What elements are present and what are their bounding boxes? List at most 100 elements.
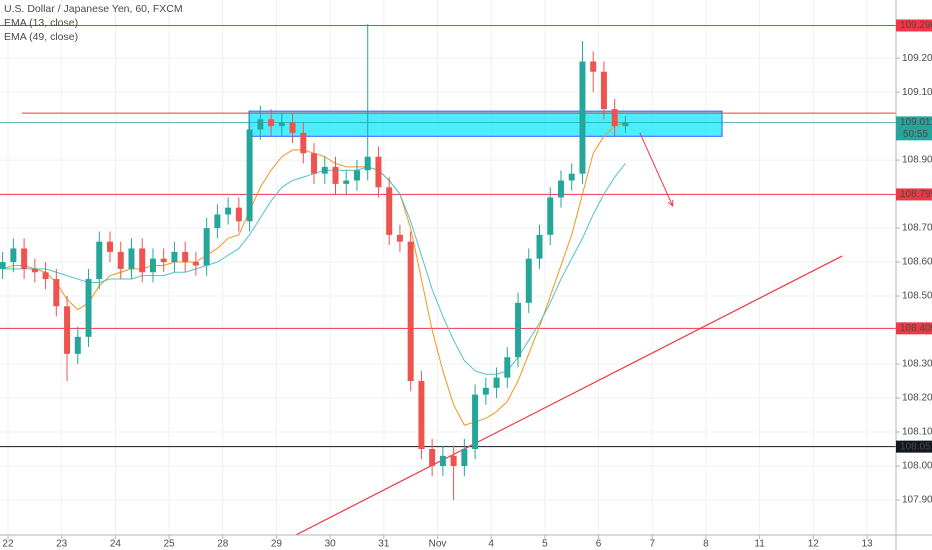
level-label: 108.405 [900, 323, 932, 334]
candle-body [311, 153, 318, 174]
candle-body [74, 336, 81, 354]
candle-body [332, 166, 339, 184]
candle-body [450, 455, 457, 467]
candle-body [10, 248, 17, 263]
candle-body [42, 272, 49, 280]
candle-body [547, 197, 554, 235]
candle-body [407, 241, 414, 382]
candle-body [0, 262, 6, 269]
level-label: 109.296 [900, 20, 932, 31]
arrow-head [667, 199, 674, 208]
y-tick-label: 108.100 [902, 427, 932, 438]
level-label-box [896, 440, 932, 453]
candle-body [171, 251, 178, 263]
candle-body [139, 248, 146, 273]
candle-body [21, 248, 28, 269]
candle-body [557, 180, 564, 198]
x-tick-label: 8 [703, 539, 709, 550]
trendline [295, 255, 843, 535]
candle-body [246, 129, 253, 222]
candle-body [386, 187, 393, 235]
x-tick-label: 24 [110, 539, 122, 550]
arrow [639, 132, 674, 207]
candle-body [268, 119, 275, 127]
x-tick-label: 13 [861, 539, 873, 550]
legend-entry: EMA (13, close) [4, 17, 78, 29]
candle-body [579, 61, 586, 174]
candle-body [85, 279, 92, 337]
current-price-label: 109.011 [900, 117, 932, 128]
candle-body [117, 251, 124, 269]
axes: 109.200 109.100 108.900 108.700 108.600 108.5… [2, 19, 932, 550]
y-tick-label: 108.200 [902, 393, 932, 404]
candle-body [182, 251, 189, 263]
x-tick-label: 22 [2, 539, 14, 550]
x-tick-label: 6 [596, 539, 602, 550]
candle-body [429, 449, 436, 467]
candle-body [53, 279, 60, 307]
candle-body [203, 228, 210, 266]
candle-body [536, 234, 543, 259]
candle-body [278, 122, 285, 127]
candle-body [160, 258, 167, 263]
y-tick-label: 108.300 [902, 359, 932, 370]
current-price-box [896, 116, 932, 141]
candle-body [525, 258, 532, 303]
candle-body [192, 262, 199, 266]
x-tick-label: 23 [56, 539, 68, 550]
candle-body [235, 207, 242, 222]
legend-entry: EMA (49, close) [4, 31, 78, 43]
candle-body [590, 61, 597, 72]
x-tick-label: 4 [488, 539, 494, 550]
y-tick-label: 109.100 [902, 87, 932, 98]
x-tick-label: 5 [542, 539, 548, 550]
level-label: 108.057 [900, 441, 932, 452]
x-tick-label: 30 [325, 539, 337, 550]
level-label-box [896, 19, 932, 32]
level-label: 108.799 [900, 189, 932, 200]
plot-area [0, 24, 896, 535]
candle-body [225, 207, 232, 215]
countdown-label: 50:55 [903, 129, 928, 140]
candle-body [396, 234, 403, 242]
candle-body [439, 455, 446, 467]
legend: U.S. Dollar / Japanese Yen, 60, FXCM EMA… [4, 3, 183, 43]
y-tick-label: 108.500 [902, 291, 932, 302]
candle-body [214, 214, 221, 229]
y-tick-label: 107.900 [902, 495, 932, 506]
candle-body [493, 377, 500, 388]
level-label-box [896, 322, 932, 335]
candle-body [96, 241, 103, 280]
candle-body [504, 357, 511, 378]
candle-body [353, 170, 360, 181]
candle-body [515, 302, 522, 358]
x-tick-label: 12 [808, 539, 820, 550]
candle-body [300, 132, 307, 154]
y-tick-label: 108.700 [902, 223, 932, 234]
candle-body [375, 156, 382, 188]
x-tick-label: 11 [754, 539, 765, 550]
x-tick-label: 31 [378, 539, 390, 550]
candle-body [31, 268, 38, 273]
candle-body [257, 119, 264, 130]
grid [0, 0, 896, 535]
x-tick-label: 28 [217, 539, 229, 550]
x-tick-label: Nov [429, 539, 447, 550]
resistance-zone [248, 110, 723, 137]
candle-body [482, 387, 489, 395]
candle-body [289, 122, 296, 133]
x-tick-label: 25 [164, 539, 176, 550]
candle-body [461, 449, 468, 467]
x-tick-label: 29 [271, 539, 283, 550]
x-tick-label: 7 [649, 539, 655, 550]
candle-body [472, 394, 479, 450]
candle-body [107, 241, 114, 252]
candle-body [149, 258, 156, 273]
y-tick-label: 109.200 [902, 53, 932, 64]
y-tick-label: 108.000 [902, 461, 932, 472]
candle-body [64, 306, 71, 354]
y-tick-label: 108.600 [902, 257, 932, 268]
candle-body [364, 156, 371, 171]
